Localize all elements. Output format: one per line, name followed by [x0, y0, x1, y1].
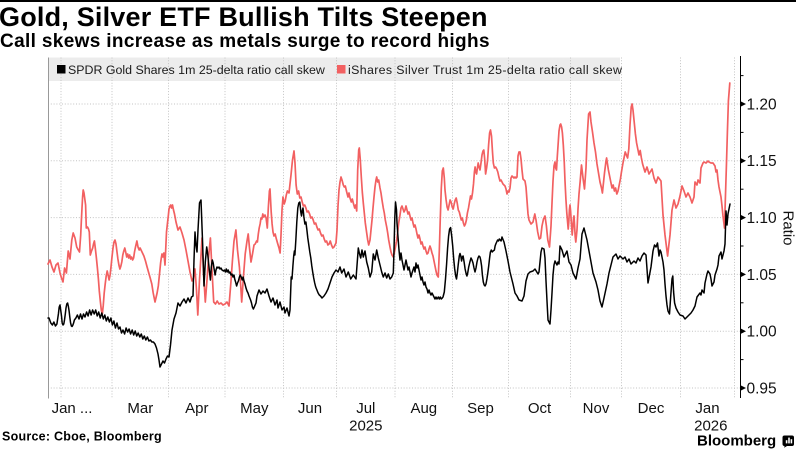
svg-text:1.20: 1.20	[747, 96, 778, 113]
svg-text:Sep: Sep	[467, 400, 494, 417]
svg-text:Jan ...: Jan ...	[52, 400, 93, 417]
svg-text:May: May	[240, 400, 269, 417]
svg-text:Bloomberg: Bloomberg	[697, 433, 776, 450]
svg-text:Nov: Nov	[583, 400, 610, 417]
svg-text:2026: 2026	[694, 418, 727, 435]
svg-text:Jan: Jan	[695, 400, 719, 417]
svg-text:Ratio: Ratio	[780, 210, 796, 245]
svg-text:iShares Silver Trust 1m 25-del: iShares Silver Trust 1m 25-delta ratio c…	[348, 63, 622, 77]
svg-text:Aug: Aug	[410, 400, 437, 417]
svg-text:SPDR Gold Shares 1m 25-delta r: SPDR Gold Shares 1m 25-delta ratio call …	[68, 63, 325, 77]
svg-text:Oct: Oct	[528, 400, 552, 417]
svg-text:1.15: 1.15	[747, 153, 777, 170]
svg-text:1.00: 1.00	[747, 324, 778, 341]
svg-text:Jul: Jul	[356, 400, 375, 417]
svg-text:Jun: Jun	[298, 400, 322, 417]
svg-text:Mar: Mar	[127, 400, 153, 417]
svg-text:1.05: 1.05	[747, 267, 777, 284]
svg-text:Dec: Dec	[638, 400, 665, 417]
svg-text:Apr: Apr	[185, 400, 208, 417]
svg-text:0.95: 0.95	[747, 380, 777, 397]
svg-text:2025: 2025	[349, 418, 382, 435]
svg-text:Source: Cboe, Bloomberg: Source: Cboe, Bloomberg	[2, 430, 162, 444]
svg-text:1.10: 1.10	[747, 210, 778, 227]
